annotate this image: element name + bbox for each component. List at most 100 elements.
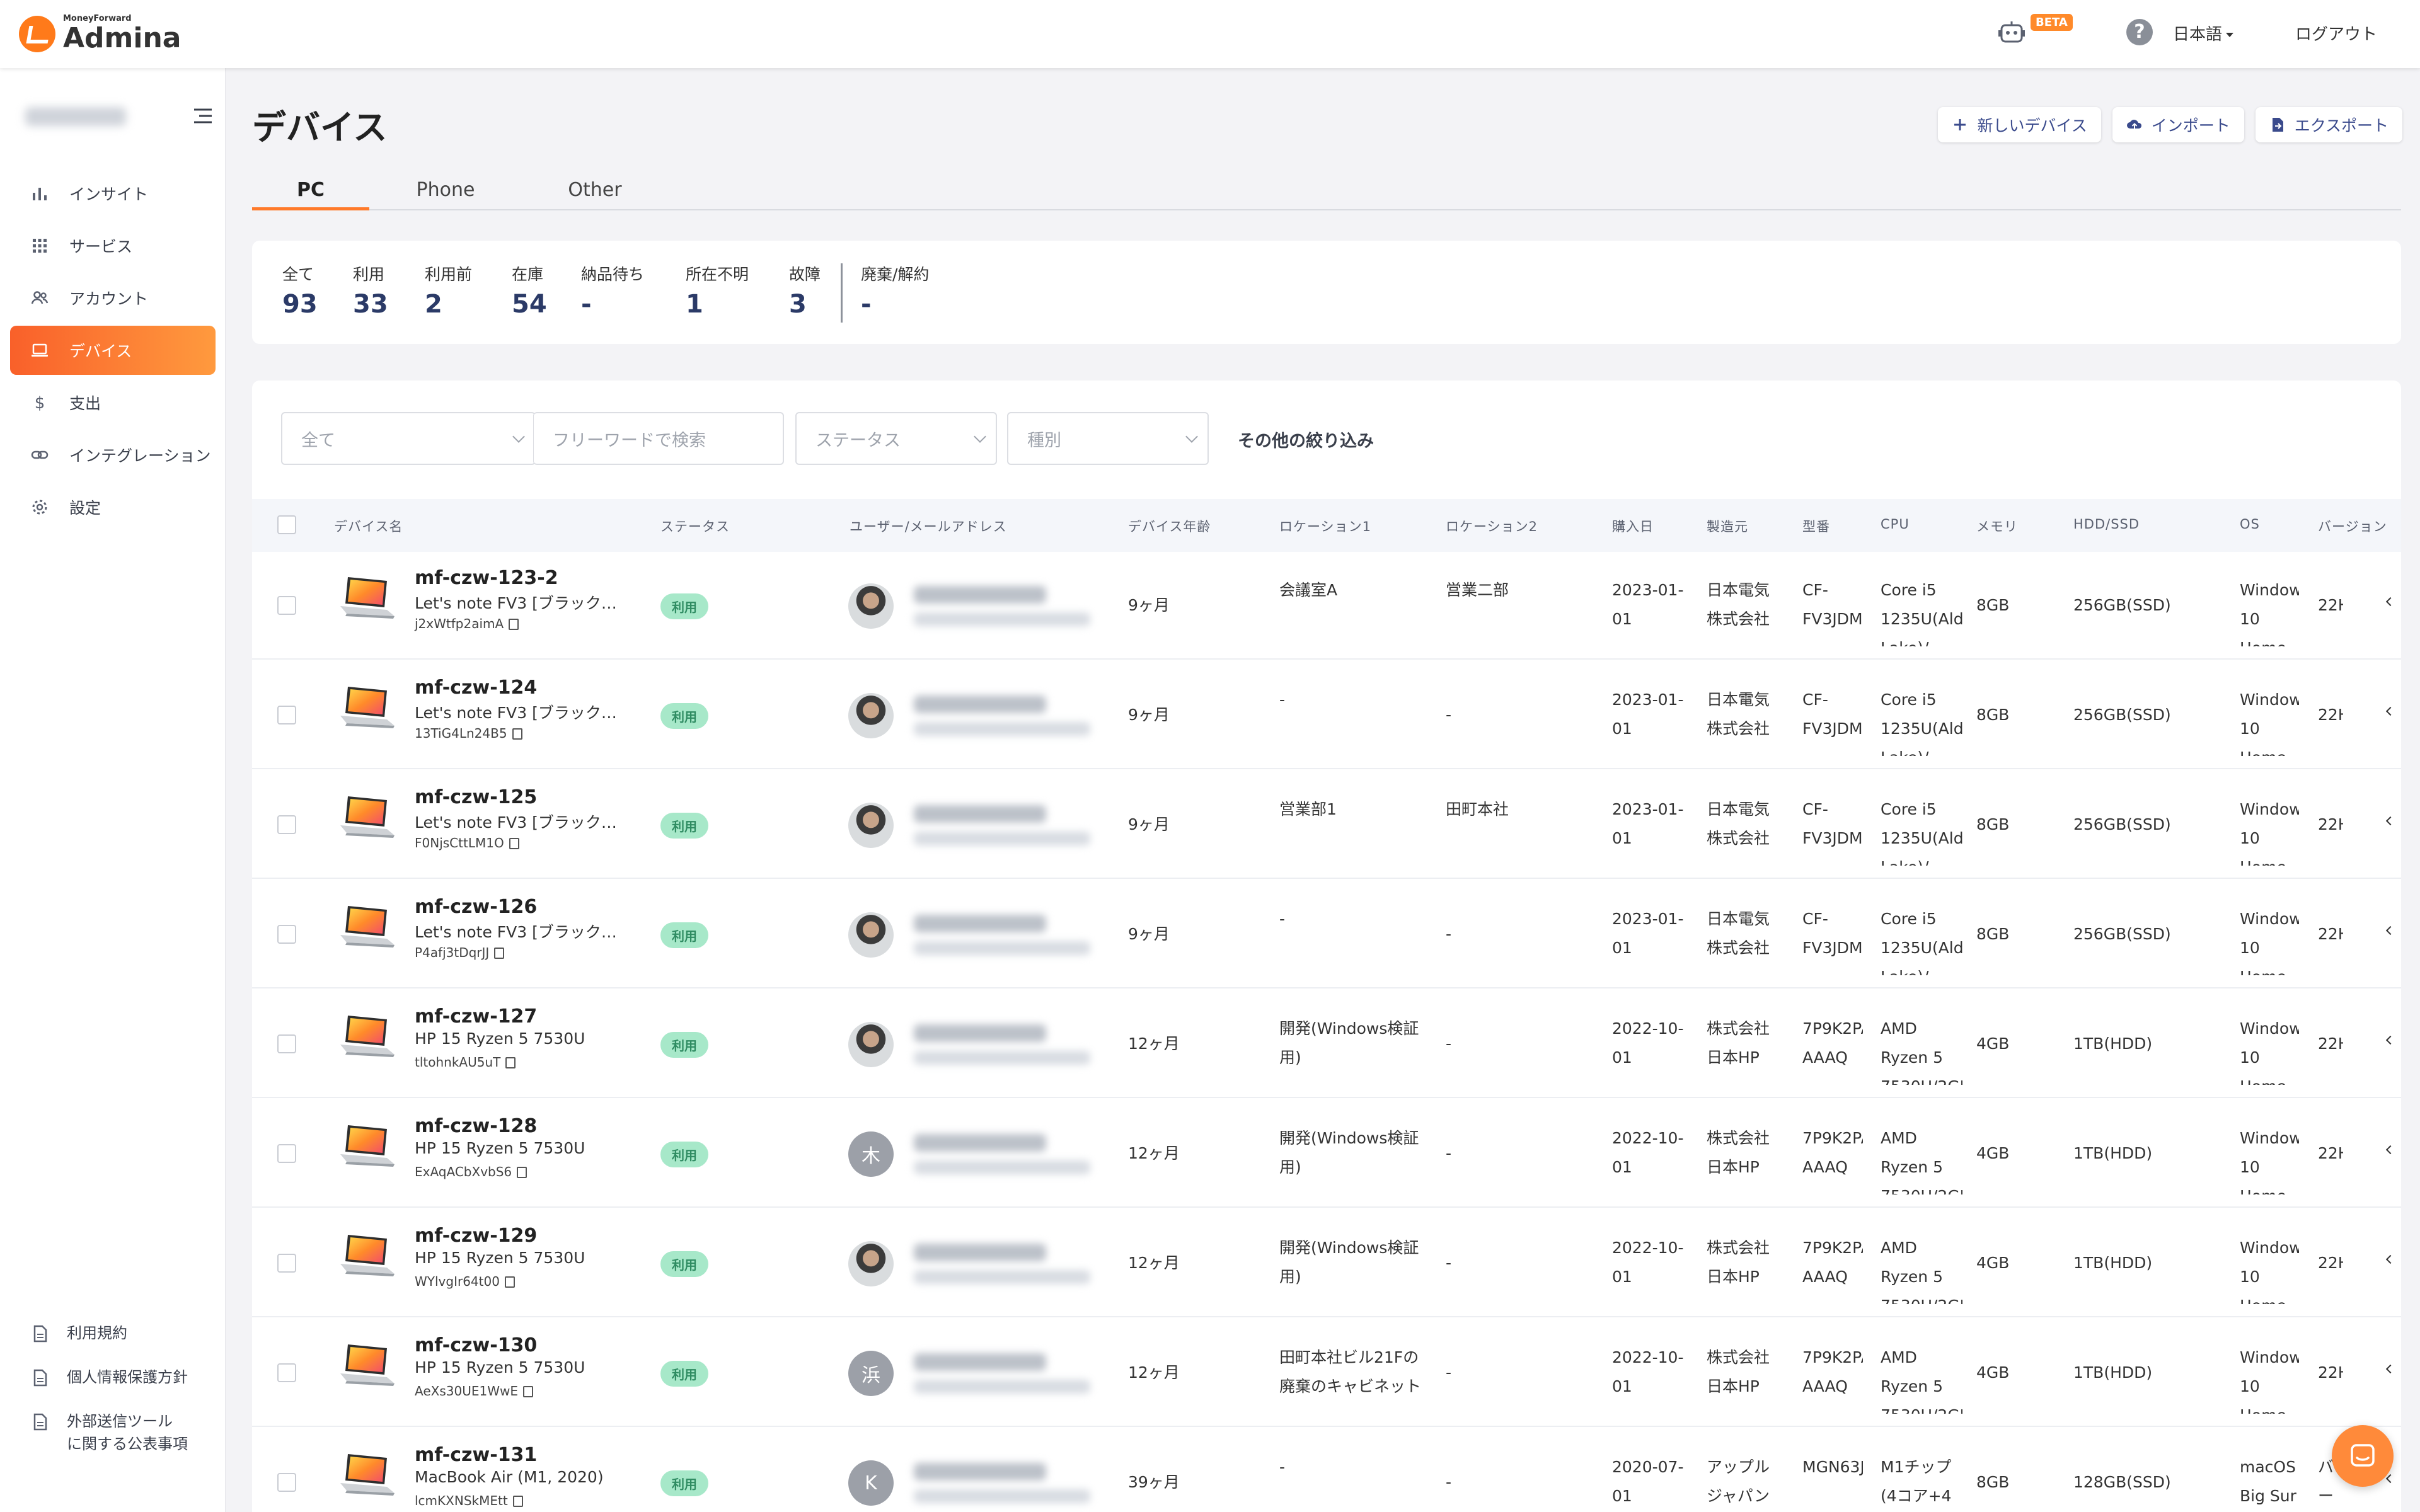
- table-row[interactable]: mf-czw-126 Let's note FV3 [ブラック&シルバー] P4…: [252, 881, 2401, 988]
- sidebar-item-spend[interactable]: $ 支出: [10, 378, 216, 427]
- chevron-left-icon[interactable]: [2385, 1364, 2395, 1374]
- device-name-link[interactable]: mf-czw-125: [415, 786, 538, 808]
- col-location1[interactable]: ロケーション1: [1279, 519, 1371, 534]
- copy-icon[interactable]: [517, 1167, 527, 1178]
- tab-phone[interactable]: Phone: [416, 179, 475, 201]
- chevron-left-icon[interactable]: [2385, 706, 2395, 716]
- row-checkbox[interactable]: [277, 925, 296, 944]
- search-input[interactable]: フリーワードで検索: [533, 412, 784, 465]
- robot-assistant-icon[interactable]: [1998, 20, 2025, 45]
- stat-before-use[interactable]: 利用前 2: [425, 262, 472, 319]
- more-filters-link[interactable]: その他の絞り込み: [1238, 432, 1374, 451]
- stat-broken[interactable]: 故障 3: [789, 262, 821, 319]
- laptop-thumbnail-icon: [334, 794, 397, 845]
- tab-pc[interactable]: PC: [252, 179, 369, 210]
- stat-in-use[interactable]: 利用 33: [353, 262, 388, 319]
- row-checkbox[interactable]: [277, 596, 296, 615]
- scope-select[interactable]: 全て: [281, 412, 536, 465]
- sidebar-item-service[interactable]: サービス: [10, 221, 216, 270]
- device-name-link[interactable]: mf-czw-126: [415, 896, 538, 918]
- copy-icon[interactable]: [522, 1386, 533, 1397]
- privacy-policy-link[interactable]: 個人情報保護方針: [10, 1366, 216, 1389]
- row-checkbox[interactable]: [277, 1473, 296, 1492]
- device-name-link[interactable]: mf-czw-128: [415, 1115, 538, 1137]
- table-row[interactable]: mf-czw-124 Let's note FV3 [ブラック&シルバー] 13…: [252, 662, 2401, 769]
- chevron-left-icon[interactable]: [2385, 597, 2395, 607]
- col-maker[interactable]: 製造元: [1707, 519, 1748, 534]
- chevron-left-icon[interactable]: [2385, 1145, 2395, 1155]
- stat-all[interactable]: 全て 93: [282, 262, 318, 319]
- chevron-left-icon[interactable]: [2385, 1035, 2395, 1045]
- col-user[interactable]: ユーザー/メールアドレス: [850, 519, 1007, 534]
- row-checkbox[interactable]: [277, 1144, 296, 1163]
- col-os[interactable]: OS: [2240, 517, 2260, 532]
- stat-awaiting-delivery[interactable]: 納品待ち -: [581, 262, 644, 319]
- table-row[interactable]: mf-czw-130 HP 15 Ryzen 5 7530U AeXs30UE1…: [252, 1319, 2401, 1427]
- status-select[interactable]: ステータス: [795, 412, 997, 465]
- select-all-checkbox[interactable]: [277, 515, 296, 534]
- col-purchase-date[interactable]: 購入日: [1612, 519, 1654, 534]
- external-tools-link[interactable]: 外部送信ツール に関する公表事項: [10, 1410, 216, 1455]
- col-version[interactable]: バージョン: [2318, 519, 2387, 534]
- table-row[interactable]: mf-czw-128 HP 15 Ryzen 5 7530U ExAqACbXv…: [252, 1100, 2401, 1208]
- device-name-link[interactable]: mf-czw-129: [415, 1225, 538, 1247]
- sidebar-item-device[interactable]: デバイス: [10, 326, 216, 375]
- admina-logo[interactable]: MoneyForward Admina: [19, 14, 182, 52]
- stat-location-unknown[interactable]: 所在不明 1: [686, 262, 749, 319]
- table-row[interactable]: mf-czw-123-2 Let's note FV3 [ブラック&シルバー] …: [252, 552, 2401, 660]
- terms-link[interactable]: 利用規約: [10, 1322, 216, 1344]
- row-checkbox[interactable]: [277, 815, 296, 834]
- device-name-link[interactable]: mf-czw-131: [415, 1444, 538, 1466]
- device-name-link[interactable]: mf-czw-127: [415, 1005, 538, 1028]
- row-checkbox[interactable]: [277, 706, 296, 724]
- type-select[interactable]: 種別: [1007, 412, 1209, 465]
- location1: 田町本社ビル21Fの廃棄のキャビネット: [1279, 1348, 1422, 1395]
- chevron-left-icon[interactable]: [2385, 1254, 2395, 1264]
- help-icon[interactable]: ?: [2126, 19, 2153, 45]
- export-button[interactable]: エクスポート: [2255, 107, 2402, 142]
- copy-icon[interactable]: [512, 1496, 523, 1507]
- copy-icon[interactable]: [494, 948, 505, 959]
- device-name-link[interactable]: mf-czw-123-2: [415, 567, 558, 589]
- col-location2[interactable]: ロケーション2: [1446, 519, 1538, 534]
- col-device-name[interactable]: デバイス名: [334, 519, 403, 534]
- table-row[interactable]: mf-czw-127 HP 15 Ryzen 5 7530U tltohnkAU…: [252, 990, 2401, 1098]
- new-device-button[interactable]: 新しいデバイス: [1938, 107, 2101, 142]
- sidebar-item-account[interactable]: アカウント: [10, 273, 216, 323]
- row-checkbox[interactable]: [277, 1254, 296, 1273]
- stat-disposed[interactable]: 廃棄/解約 -: [861, 262, 929, 319]
- col-memory[interactable]: メモリ: [1976, 519, 2018, 534]
- device-name-link[interactable]: mf-czw-130: [415, 1334, 538, 1356]
- sidebar-item-integration[interactable]: インテグレーション: [10, 430, 216, 479]
- chevron-left-icon[interactable]: [2385, 816, 2395, 826]
- storage: 1TB(HDD): [2073, 1254, 2153, 1272]
- copy-icon[interactable]: [509, 838, 519, 849]
- col-storage[interactable]: HDD/SSD: [2073, 517, 2140, 532]
- table-row[interactable]: mf-czw-131 MacBook Air (M1, 2020) lcmKXN…: [252, 1429, 2401, 1512]
- col-status[interactable]: ステータス: [660, 519, 730, 534]
- tab-other[interactable]: Other: [568, 179, 622, 201]
- chat-support-button[interactable]: [2332, 1425, 2394, 1487]
- col-cpu[interactable]: CPU: [1881, 517, 1910, 532]
- logout-link[interactable]: ログアウト: [2295, 25, 2378, 44]
- language-select[interactable]: 日本語: [2173, 21, 2234, 45]
- stat-in-stock[interactable]: 在庫 54: [512, 262, 547, 319]
- copy-icon[interactable]: [504, 1276, 515, 1288]
- sidebar-item-insight[interactable]: インサイト: [10, 169, 216, 218]
- device-type-tabs: PC Phone Other: [252, 174, 2401, 210]
- sidebar-collapse-icon[interactable]: [192, 106, 214, 126]
- table-row[interactable]: mf-czw-125 Let's note FV3 [ブラック&シルバー] F0…: [252, 771, 2401, 879]
- device-name-link[interactable]: mf-czw-124: [415, 677, 538, 699]
- copy-icon[interactable]: [509, 619, 519, 630]
- copy-icon[interactable]: [512, 728, 522, 740]
- table-row[interactable]: mf-czw-129 HP 15 Ryzen 5 7530U WYlvgIr64…: [252, 1210, 2401, 1317]
- chevron-left-icon[interactable]: [2385, 1474, 2395, 1484]
- col-model-number[interactable]: 型番: [1802, 519, 1830, 534]
- row-checkbox[interactable]: [277, 1363, 296, 1382]
- copy-icon[interactable]: [505, 1057, 516, 1068]
- col-age[interactable]: デバイス年齢: [1128, 519, 1211, 534]
- sidebar-item-settings[interactable]: 設定: [10, 483, 216, 532]
- chevron-left-icon[interactable]: [2385, 925, 2395, 936]
- import-button[interactable]: インポート: [2112, 107, 2244, 142]
- row-checkbox[interactable]: [277, 1034, 296, 1053]
